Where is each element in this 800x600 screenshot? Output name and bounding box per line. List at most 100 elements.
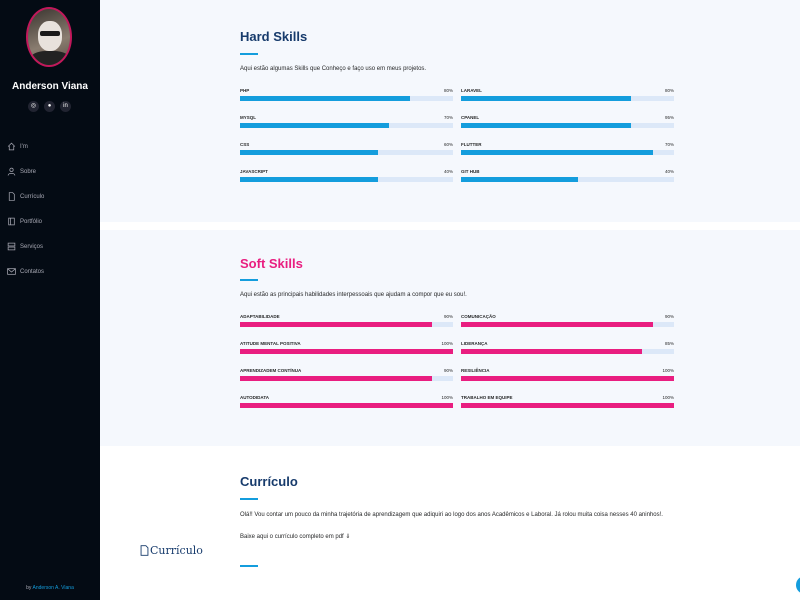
title-underline bbox=[240, 279, 258, 281]
skill-label: GIT HUB bbox=[461, 169, 480, 174]
book-icon bbox=[8, 217, 15, 226]
progress-fill bbox=[240, 177, 379, 182]
progress-track bbox=[240, 96, 453, 101]
skill-label: PHP bbox=[240, 88, 250, 93]
section-title: Hard Skills bbox=[240, 29, 308, 44]
footer-credit: by Anderson A. Viana bbox=[0, 585, 100, 591]
skill-label: RESILIÊNCIA bbox=[461, 368, 490, 373]
skill-percent: 100% bbox=[441, 341, 453, 346]
skill-label: LIDERANÇA bbox=[461, 341, 488, 346]
progress-track bbox=[240, 322, 453, 327]
credit-author-link[interactable]: Anderson A. Viana bbox=[32, 585, 74, 591]
skill-label: LARAVEL bbox=[461, 88, 482, 93]
skill-percent: 85% bbox=[664, 341, 674, 346]
server-icon bbox=[7, 242, 16, 251]
progress-track bbox=[461, 376, 674, 381]
progress-track bbox=[461, 177, 674, 182]
progress-fill bbox=[461, 349, 643, 354]
progress-track bbox=[461, 123, 674, 128]
skill-label: COMUNICAÇÃO bbox=[461, 314, 496, 319]
progress-fill bbox=[240, 403, 453, 408]
progress-fill bbox=[240, 96, 411, 101]
progress-track bbox=[240, 376, 453, 381]
progress-track bbox=[461, 403, 674, 408]
skill-percent: 80% bbox=[664, 88, 674, 93]
curriculo-intro: Olá!! Vou contar um pouco da minha traje… bbox=[240, 512, 663, 518]
skill-percent: 90% bbox=[443, 368, 453, 373]
skill-label: APRENDIZADEM CONTÍNUA bbox=[240, 368, 302, 373]
progress-fill bbox=[461, 376, 674, 381]
profile-name: Anderson Viana bbox=[12, 81, 88, 92]
progress-fill bbox=[461, 403, 674, 408]
curriculo-link-label: Currículo bbox=[150, 544, 203, 557]
progress-track bbox=[461, 349, 674, 354]
progress-fill bbox=[240, 322, 432, 327]
nav-item-contatos[interactable]: Contatos bbox=[7, 259, 44, 284]
skill-label: FLUTTER bbox=[461, 142, 482, 147]
nav-item-label: Currículo bbox=[20, 193, 45, 200]
progress-track bbox=[240, 123, 453, 128]
progress-fill bbox=[461, 123, 632, 128]
skill-percent: 90% bbox=[443, 314, 453, 319]
skill-label: ATITUDE MENTAL POSITIVA bbox=[240, 341, 301, 346]
nav-menu: I'm Sobre Currículo Portfólio Serviços C… bbox=[7, 134, 44, 284]
progress-fill bbox=[461, 177, 579, 182]
nav-item-label: Portfólio bbox=[20, 218, 43, 225]
progress-fill bbox=[240, 123, 390, 128]
progress-track bbox=[240, 177, 453, 182]
progress-fill bbox=[461, 322, 653, 327]
progress-track bbox=[240, 349, 453, 354]
nav-item-sobre[interactable]: Sobre bbox=[7, 159, 44, 184]
skill-percent: 40% bbox=[664, 169, 674, 174]
skill-label: ADAPTABILIDADE bbox=[240, 314, 280, 319]
skill-percent: 70% bbox=[664, 142, 674, 147]
instagram-icon[interactable]: ◎ bbox=[28, 101, 39, 112]
title-underline bbox=[240, 53, 258, 55]
skill-percent: 95% bbox=[664, 115, 674, 120]
progress-fill bbox=[461, 150, 653, 155]
envelope-icon bbox=[7, 268, 16, 275]
github-icon[interactable]: ● bbox=[44, 101, 55, 112]
download-text: Baixe aqui o currículo completo em pdf ⇓ bbox=[240, 534, 351, 540]
progress-fill bbox=[461, 96, 632, 101]
skill-percent: 70% bbox=[443, 115, 453, 120]
curriculo-section: Currículo Olá!! Vou contar um pouco da m… bbox=[100, 446, 800, 600]
progress-fill bbox=[240, 349, 453, 354]
avatar bbox=[26, 7, 72, 67]
nav-item-im[interactable]: I'm bbox=[7, 134, 44, 159]
soft-skills-section: Soft Skills Aqui estão as principais hab… bbox=[100, 230, 800, 446]
skill-percent: 100% bbox=[662, 368, 674, 373]
nav-item-label: Contatos bbox=[20, 268, 45, 275]
progress-track bbox=[461, 150, 674, 155]
skill-label: TRABALHO EM EQUIPE bbox=[461, 395, 513, 400]
sidebar: Anderson Viana ◎ ● in I'm Sobre Currícul… bbox=[0, 0, 100, 600]
curriculo-pdf-link[interactable]: Currículo bbox=[140, 544, 203, 557]
nav-item-label: Serviços bbox=[20, 243, 44, 250]
skill-label: AUTODIDATA bbox=[240, 395, 269, 400]
linkedin-icon[interactable]: in bbox=[60, 101, 71, 112]
skill-percent: 100% bbox=[662, 395, 674, 400]
title-underline bbox=[240, 498, 258, 500]
skill-percent: 40% bbox=[443, 169, 453, 174]
section-description: Aqui estão as principais habilidades int… bbox=[240, 292, 467, 298]
hard-skills-section: Hard Skills Aqui estão algumas Skills qu… bbox=[100, 0, 800, 222]
section-title: Currículo bbox=[240, 474, 298, 489]
nav-item-servicos[interactable]: Serviços bbox=[7, 234, 44, 259]
skill-percent: 60% bbox=[443, 142, 453, 147]
progress-track bbox=[461, 322, 674, 327]
nav-item-label: Sobre bbox=[20, 168, 37, 175]
section-description: Aqui estão algumas Skills que Conheço e … bbox=[240, 66, 427, 72]
skill-label: CSS bbox=[240, 142, 250, 147]
skill-label: MYSQL bbox=[240, 115, 257, 120]
credit-prefix: by bbox=[26, 585, 32, 591]
nav-item-curriculo[interactable]: Currículo bbox=[7, 184, 44, 209]
progress-fill bbox=[240, 150, 379, 155]
skill-label: CPANEL bbox=[461, 115, 480, 120]
link-underline bbox=[240, 565, 258, 567]
skill-percent: 80% bbox=[443, 88, 453, 93]
skill-percent: 100% bbox=[441, 395, 453, 400]
back-to-top-button[interactable] bbox=[796, 576, 800, 594]
person-icon bbox=[7, 167, 16, 176]
home-icon bbox=[7, 142, 16, 151]
nav-item-portfolio[interactable]: Portfólio bbox=[7, 209, 44, 234]
